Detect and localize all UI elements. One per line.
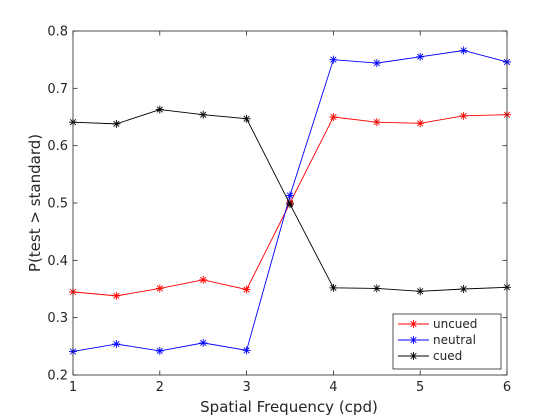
data-point-cued (155, 105, 164, 114)
data-point-uncued (112, 291, 121, 300)
data-point-cued (112, 119, 121, 128)
y-tick-label: 0.2 (47, 369, 68, 384)
data-point-neutral (329, 55, 338, 64)
data-point-cued (242, 114, 251, 123)
data-point-uncued (199, 275, 208, 284)
legend-label-neutral: neutral (433, 333, 476, 347)
data-point-uncued (242, 285, 251, 294)
data-point-neutral (416, 52, 425, 61)
y-tick-label: 0.5 (47, 197, 68, 212)
y-tick-label: 0.7 (47, 82, 68, 97)
data-point-uncued (329, 113, 338, 121)
x-tick-label: 2 (156, 380, 164, 395)
legend-label-cued: cued (433, 349, 462, 363)
series-layer (69, 46, 511, 356)
data-point-cued (416, 287, 425, 296)
data-point-neutral (155, 346, 164, 355)
data-point-uncued (372, 118, 381, 127)
data-point-neutral (286, 191, 294, 200)
data-point-uncued (459, 111, 468, 120)
y-tick-label: 0.3 (47, 311, 68, 326)
x-tick-label: 3 (242, 380, 250, 395)
legend-swatch-marker (409, 336, 418, 344)
data-point-neutral (372, 59, 381, 68)
legend-item-uncued: uncued (398, 317, 477, 331)
axes-layer: 1 2 3 4 5 6 0.2 0.3 0.4 0.5 0.6 0.7 0.8 (47, 25, 511, 396)
data-point-cued (459, 285, 468, 293)
legend-box (392, 313, 502, 370)
y-tick-label: 0.8 (47, 25, 68, 40)
data-point-uncued (416, 119, 425, 128)
data-point-neutral (112, 340, 121, 349)
data-point-cued (199, 110, 208, 119)
legend-swatch-marker (409, 352, 418, 360)
series-cued (69, 105, 511, 296)
x-tick-label: 6 (503, 380, 511, 395)
data-point-cued (329, 283, 338, 292)
data-point-cued (286, 200, 294, 209)
legend-item-cued: cued (398, 349, 462, 363)
legend-label-uncued: uncued (433, 317, 477, 331)
y-axis-label: P(test > standard) (26, 134, 44, 272)
data-point-uncued (155, 284, 164, 293)
x-axis-label: Spatial Frequency (cpd) (200, 398, 378, 416)
data-point-neutral (199, 338, 208, 347)
data-point-neutral (459, 46, 468, 55)
y-tick-label: 0.4 (47, 254, 68, 269)
x-tick-label: 4 (329, 380, 337, 395)
data-point-neutral (242, 346, 251, 355)
legend-swatch-marker (409, 320, 418, 328)
x-tick-label: 1 (69, 380, 77, 395)
legend: uncued neutral cued (392, 313, 502, 370)
legend-item-neutral: neutral (398, 333, 476, 347)
data-point-cued (372, 284, 381, 293)
x-tick-label: 5 (416, 380, 424, 395)
y-tick-label: 0.6 (47, 139, 68, 154)
